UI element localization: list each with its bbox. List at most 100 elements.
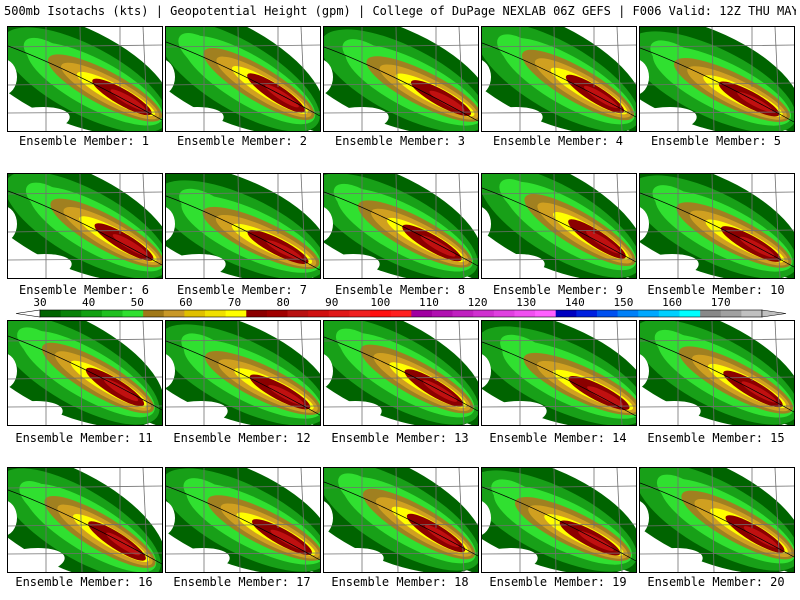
isotach-map [166,321,320,425]
product-title: 500mb Isotachs (kts) | Geopotential Heig… [4,4,796,18]
state-boundary [640,44,794,48]
state-boundary [324,523,478,527]
state-boundary [79,468,83,572]
colorbar-swatch [576,310,598,317]
state-boundary [324,258,478,261]
ensemble-member-label-20: Ensemble Member: 20 [647,575,785,589]
colorbar-swatch [205,310,227,317]
state-boundary [8,44,162,48]
calm-area [166,60,175,94]
isotach-85kt-area [270,529,306,551]
height-contour [482,341,636,417]
isotach-map [166,468,320,572]
isotach-85kt-area [587,386,623,406]
colorbar-swatch [390,310,412,317]
state-boundary [142,468,149,572]
height-contour [324,46,478,122]
state-boundary [640,191,794,195]
state-boundary [300,321,307,425]
state-boundary [553,321,557,425]
isotach-map [324,174,478,278]
state-boundary [166,258,320,261]
isotach-map [166,174,320,278]
state-boundary [8,523,162,527]
colorbar-swatch [225,310,247,317]
state-boundary [482,191,636,195]
isotach-85kt-area [103,378,139,402]
height-contour [640,482,794,558]
colorbar-swatch [246,310,268,317]
calm-area [8,107,70,131]
isotach-85kt-area [110,89,146,111]
isotach-map [8,321,162,425]
state-boundary [482,376,636,380]
ensemble-member-label-6: Ensemble Member: 6 [18,283,150,297]
state-boundary [8,338,162,342]
isotach-map [482,321,636,425]
state-boundary [324,82,478,86]
state-boundary [324,191,478,195]
ensemble-member-panel-12 [165,320,321,426]
isotach-85kt-area [741,381,777,403]
calm-area [640,60,649,94]
isotach-map [324,27,478,131]
state-boundary [324,405,478,408]
state-boundary [640,485,794,489]
state-boundary [482,485,636,489]
calm-area [640,354,649,388]
height-contour [8,489,162,565]
state-boundary [774,321,781,425]
state-boundary [166,523,320,527]
calm-area [324,501,333,535]
state-boundary [640,552,794,555]
colorbar-tick-label: 70 [228,296,241,309]
isotach-map [8,468,162,572]
state-boundary [640,338,794,342]
ensemble-member-label-18: Ensemble Member: 18 [331,575,469,589]
ensemble-member-label-11: Ensemble Member: 11 [15,431,153,445]
state-boundary [711,321,715,425]
state-boundary [142,174,149,278]
height-contour [482,42,636,118]
isotach-85kt-area [424,524,460,548]
ensemble-member-label-2: Ensemble Member: 2 [176,134,308,148]
colorbar-swatch [638,310,660,317]
isotach-map [640,174,794,278]
ensemble-member-panel-18 [323,467,479,573]
colorbar-swatch [101,310,123,317]
colorbar-swatch [184,310,206,317]
colorbar-swatch [617,310,639,317]
colorbar-tick-label: 90 [325,296,338,309]
state-boundary [166,111,320,114]
calm-area [324,107,389,131]
colorbar-swatch [535,310,557,317]
ensemble-member-panel-19 [481,467,637,573]
colorbar-swatch [514,310,536,317]
state-boundary [553,27,557,131]
ensemble-member-panel-8 [323,173,479,279]
state-boundary [395,321,399,425]
colorbar-swatch [452,310,474,317]
ensemble-member-label-1: Ensemble Member: 1 [18,134,150,148]
ensemble-member-label-8: Ensemble Member: 8 [334,283,466,297]
ensemble-member-label-17: Ensemble Member: 17 [173,575,311,589]
state-boundary [166,229,320,233]
isotach-map [640,468,794,572]
colorbar-swatch [60,310,82,317]
state-boundary [324,485,478,489]
isotach-map [640,321,794,425]
colorbar-tick-label: 100 [370,296,390,309]
state-boundary [166,191,320,195]
state-boundary [395,174,399,278]
isotach-map [482,174,636,278]
state-boundary [237,27,241,131]
state-boundary [8,111,162,114]
ensemble-member-panel-11 [7,320,163,426]
state-boundary [482,338,636,342]
isotach-85kt-area [586,230,620,254]
state-boundary [482,552,636,555]
state-boundary [79,27,83,131]
colorbar-tick-label: 110 [419,296,439,309]
isotach-85kt-area [112,234,148,256]
ensemble-member-panel-9 [481,173,637,279]
